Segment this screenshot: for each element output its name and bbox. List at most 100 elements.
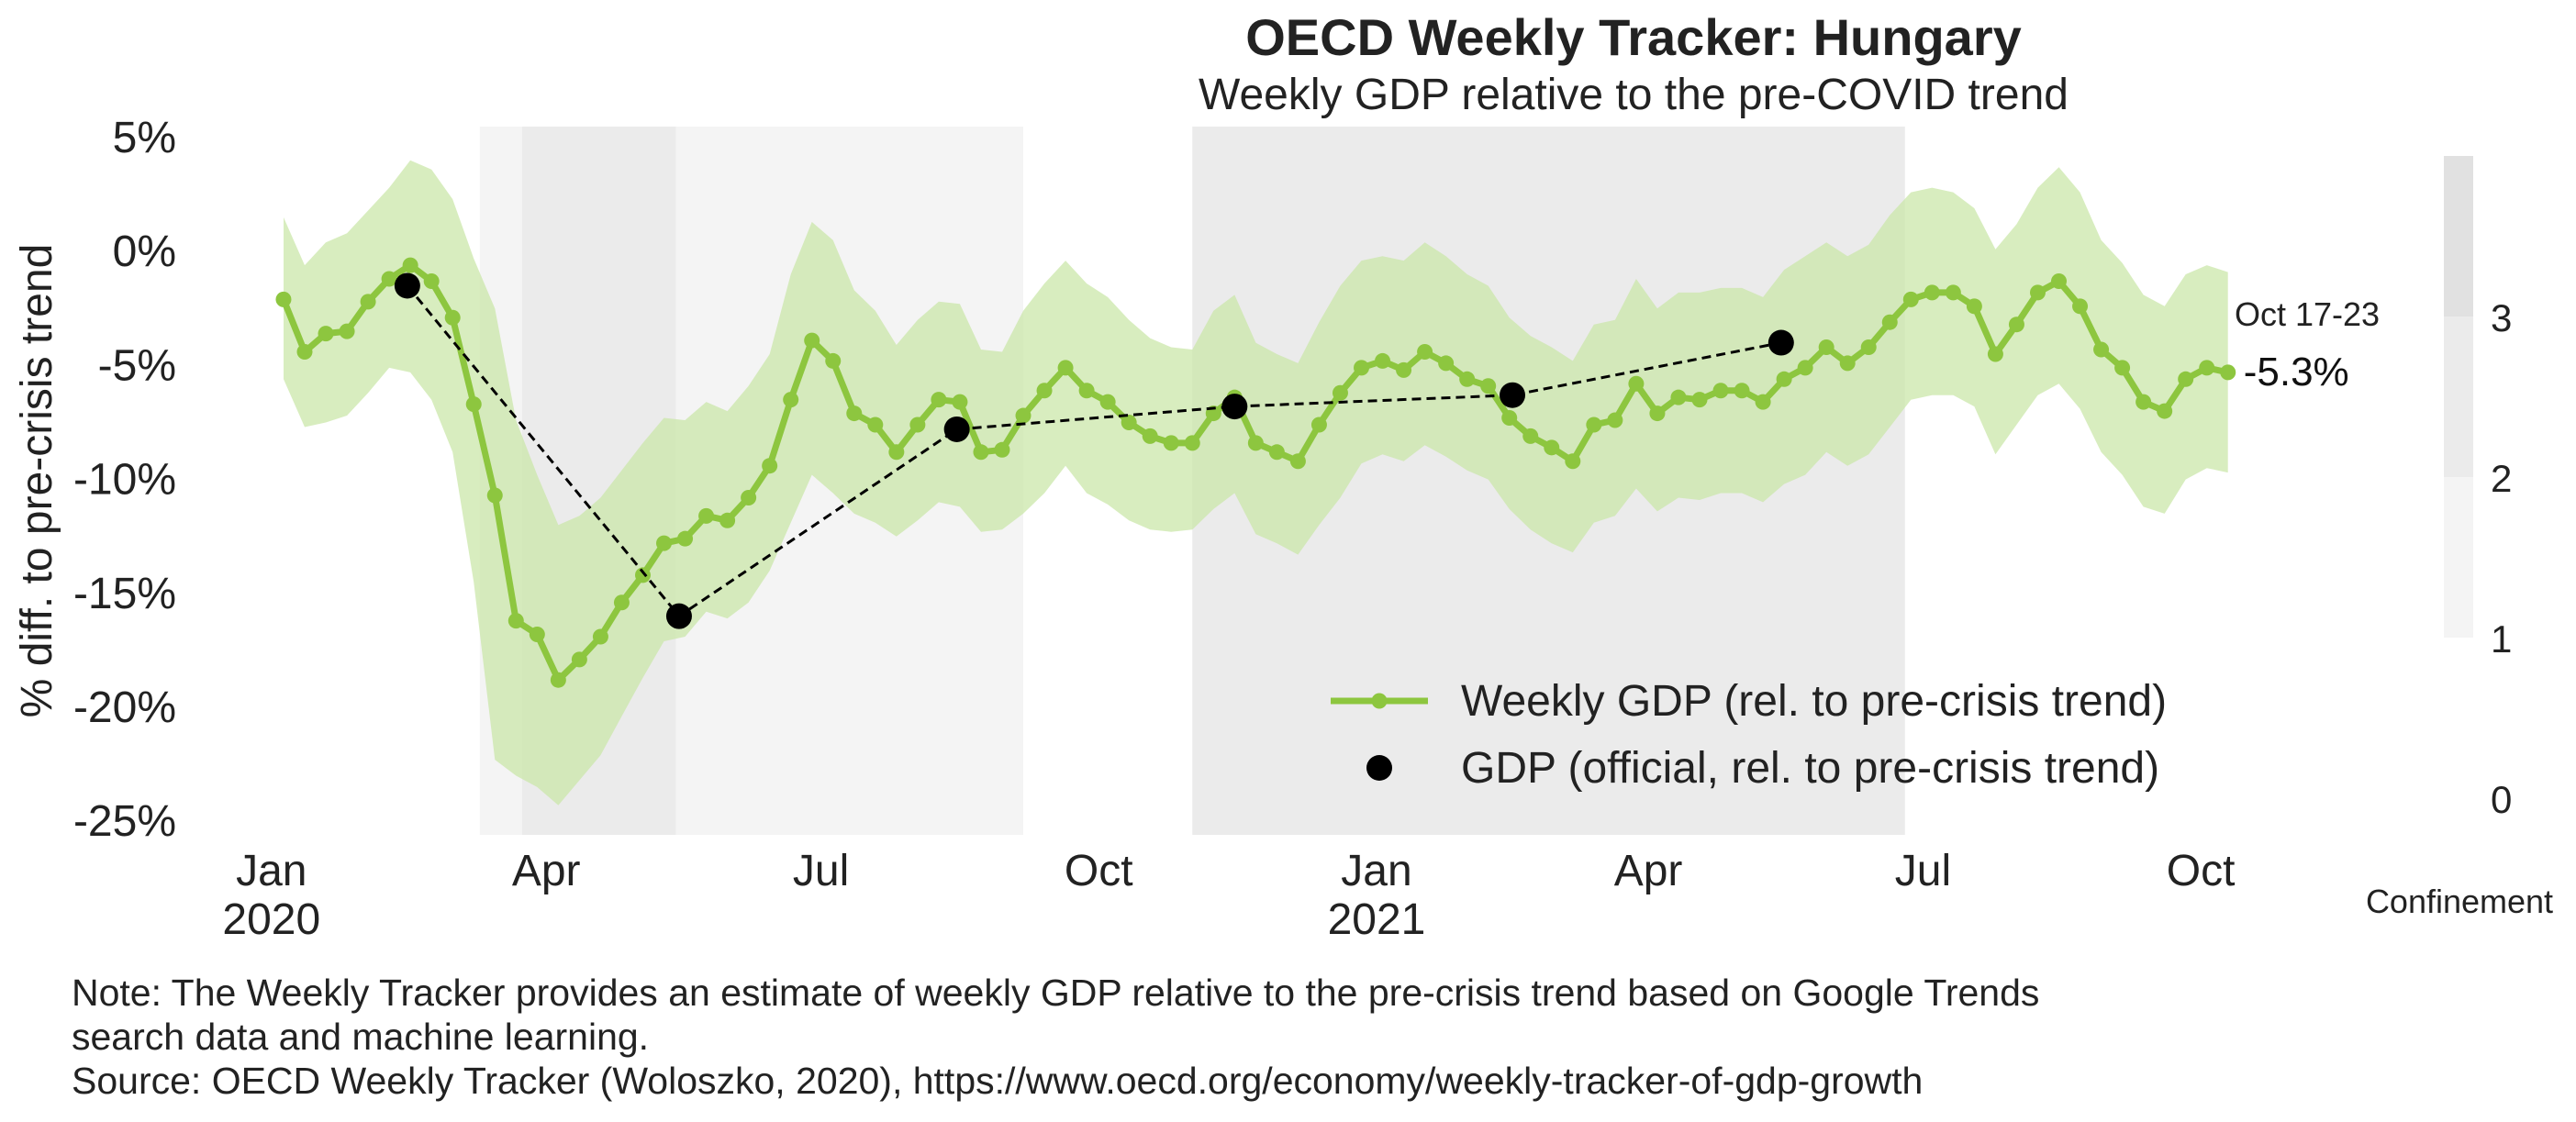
official-gdp-point	[1500, 382, 1526, 408]
last-date-label: Oct 17-23	[2235, 295, 2380, 333]
weekly-gdp-point	[1734, 383, 1750, 399]
weekly-gdp-point	[1607, 412, 1623, 428]
weekly-gdp-point	[1354, 360, 1370, 376]
weekly-gdp-point	[698, 507, 715, 524]
weekly-gdp-point	[1565, 453, 1581, 470]
weekly-gdp-point	[1881, 314, 1898, 330]
weekly-gdp-point	[360, 294, 376, 310]
weekly-gdp-point	[1797, 360, 1813, 376]
weekly-gdp-point	[2199, 360, 2215, 376]
weekly-gdp-point	[867, 417, 884, 433]
official-gdp-point	[394, 272, 420, 299]
chart-canvas: 5% 0% -5% -10% -15% -20% -25% % diff. to pre-cr…	[13, 114, 2553, 944]
weekly-gdp-point	[1268, 444, 1285, 461]
weekly-gdp-point	[1776, 371, 1792, 387]
weekly-gdp-point	[1522, 428, 1539, 444]
x-tick-label: Jan	[1341, 847, 1411, 895]
weekly-gdp-point	[465, 396, 482, 413]
legend-official-marker	[1366, 755, 1392, 781]
weekly-gdp-point	[1839, 355, 1856, 372]
weekly-gdp-point	[2220, 364, 2236, 381]
x-tick-label: Oct	[1065, 847, 1133, 895]
weekly-gdp-point	[275, 291, 292, 307]
x-tick-year-label: 2021	[1328, 895, 1426, 944]
weekly-gdp-point	[952, 394, 968, 410]
weekly-gdp-point	[2093, 341, 2110, 358]
weekly-gdp-point	[1036, 383, 1053, 399]
weekly-gdp-point	[507, 613, 524, 629]
x-tick-label: Jul	[1895, 847, 1951, 895]
weekly-gdp-point	[2072, 298, 2089, 315]
colorbar-label: Confinement	[2366, 883, 2553, 920]
colorbar-segment-2	[2444, 317, 2473, 477]
weekly-gdp-point	[1417, 343, 1433, 360]
weekly-gdp-point	[1396, 361, 1412, 378]
colorbar-tick-label: 3	[2491, 296, 2512, 339]
y-tick-label: -25%	[73, 797, 176, 846]
weekly-gdp-point	[1015, 407, 1032, 424]
legend-official-label: GDP (official, rel. to pre-crisis trend)	[1461, 744, 2159, 793]
weekly-gdp-point	[1860, 339, 1877, 356]
weekly-gdp-point	[1121, 415, 1137, 430]
weekly-gdp-point	[1099, 394, 1116, 410]
weekly-gdp-point	[2029, 284, 2046, 301]
weekly-gdp-point	[1332, 384, 1348, 401]
legend-weekly-label: Weekly GDP (rel. to pre-crisis trend)	[1461, 677, 2167, 726]
weekly-gdp-point	[1375, 352, 1391, 369]
weekly-gdp-point	[486, 487, 503, 504]
source-line: Source: OECD Weekly Tracker (Woloszko, 2…	[72, 1060, 1924, 1102]
y-tick-label: -5%	[98, 341, 176, 390]
weekly-gdp-point	[1691, 392, 1708, 408]
weekly-gdp-point	[1184, 435, 1200, 451]
x-tick-label: Jan	[236, 847, 307, 895]
weekly-gdp-point	[2157, 403, 2173, 419]
colorbar-tick-label: 1	[2491, 617, 2512, 661]
y-tick-label: -15%	[73, 570, 176, 618]
weekly-gdp-point	[1544, 439, 1560, 456]
weekly-gdp-point	[1818, 339, 1834, 356]
weekly-gdp-point	[339, 323, 355, 339]
weekly-gdp-point	[1438, 355, 1455, 372]
x-tick-label: Jul	[793, 847, 849, 895]
chart-subtitle: Weekly GDP relative to the pre-COVID tre…	[1199, 71, 2069, 119]
colorbar-tick-label: 2	[2491, 457, 2512, 500]
official-gdp-line	[406, 284, 1782, 618]
weekly-gdp-point	[741, 489, 757, 505]
y-tick-label: -20%	[73, 683, 176, 732]
weekly-gdp-point	[909, 417, 926, 433]
weekly-gdp-point	[825, 352, 842, 369]
weekly-gdp-point	[613, 594, 630, 611]
weekly-gdp-point	[994, 441, 1010, 458]
official-gdp-point	[1768, 329, 1794, 356]
official-gdp-point	[1221, 394, 1248, 420]
weekly-gdp-point	[719, 512, 736, 528]
weekly-gdp-point	[762, 458, 778, 474]
weekly-gdp-point	[1310, 417, 1327, 433]
weekly-gdp-point	[1966, 298, 1982, 315]
weekly-gdp-point	[1649, 405, 1666, 422]
note-line-2: search data and machine learning.	[72, 1016, 650, 1058]
legend-weekly-marker	[1371, 693, 1388, 709]
weekly-gdp-point	[1057, 360, 1074, 376]
weekly-gdp-point	[888, 444, 905, 461]
weekly-gdp-point	[444, 309, 461, 326]
weekly-gdp-point	[1902, 291, 1919, 307]
weekly-gdp-point	[931, 392, 947, 408]
weekly-gdp-point	[2136, 394, 2152, 410]
weekly-gdp-point	[571, 651, 587, 668]
weekly-gdp-point	[402, 257, 418, 273]
weekly-gdp-point	[804, 332, 820, 349]
weekly-gdp-point	[2114, 360, 2131, 376]
colorbar-segment-3	[2444, 156, 2473, 317]
weekly-gdp-point	[1289, 453, 1306, 470]
official-gdp-point	[665, 603, 692, 629]
chart-title: OECD Weekly Tracker: Hungary	[1245, 8, 2022, 66]
weekly-gdp-point	[634, 567, 651, 583]
x-tick-label: Oct	[2167, 847, 2236, 895]
weekly-gdp-point	[592, 628, 608, 645]
weekly-gdp-point	[2051, 272, 2068, 289]
official-gdp-point	[943, 416, 970, 442]
weekly-gdp-point	[529, 627, 545, 643]
weekly-gdp-point	[296, 343, 313, 360]
weekly-gdp-point	[677, 530, 694, 547]
